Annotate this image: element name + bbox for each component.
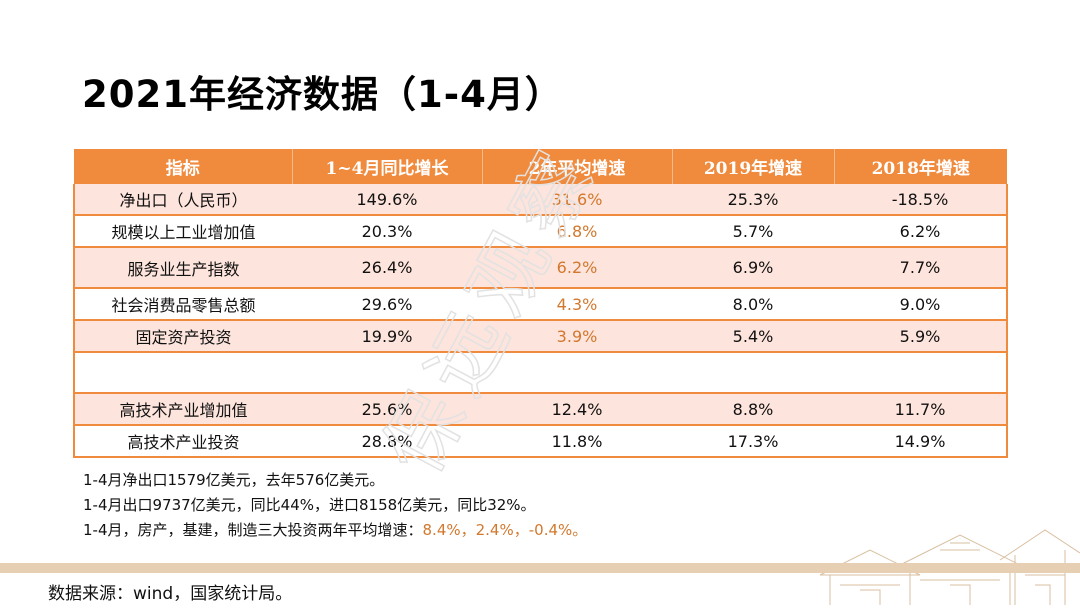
cell-value: -18.5% — [834, 184, 1008, 216]
cell-value: 5.4% — [672, 320, 834, 353]
cell-value: 8.8% — [672, 393, 834, 426]
building-sketch-decoration — [819, 529, 1080, 605]
row-label: 高技术产业投资 — [73, 425, 292, 458]
cell-value: 12.4% — [482, 393, 672, 426]
table-row: 固定资产投资 19.9% 3.9% 5.4% 5.9% — [73, 320, 1008, 353]
row-label — [73, 352, 292, 394]
row-label: 社会消费品零售总额 — [73, 288, 292, 321]
cell-value: 28.8% — [292, 425, 482, 458]
header-indicator: 指标 — [74, 149, 292, 184]
cell-value: 29.6% — [292, 288, 482, 321]
notes-block: 1-4月净出口1579亿美元，去年576亿美元。 1-4月出口9737亿美元，同… — [83, 468, 587, 543]
header-2018: 2018年增速 — [833, 149, 1007, 184]
table-header-row: 指标 1~4月同比增长 2年平均增速 2019年增速 2018年增速 — [74, 149, 1007, 184]
header-2yr-avg: 2年平均增速 — [481, 149, 672, 184]
row-label: 服务业生产指数 — [73, 247, 292, 289]
note-values: 8.4%，2.4%，-0.4%。 — [422, 521, 588, 539]
cell-value — [482, 352, 672, 394]
note-text: 1-4月，房产，基建，制造三大投资两年平均增速： — [83, 521, 423, 539]
cell-value: 19.9% — [292, 320, 482, 353]
cell-value: 20.3% — [292, 215, 482, 248]
cell-value: 3.9% — [482, 320, 672, 353]
cell-value: 9.0% — [834, 288, 1008, 321]
cell-value: 25.3% — [672, 184, 834, 216]
header-2019: 2019年增速 — [671, 149, 834, 184]
table-row: 规模以上工业增加值 20.3% 6.8% 5.7% 6.2% — [73, 215, 1008, 248]
note-line: 1-4月，房产，基建，制造三大投资两年平均增速：8.4%，2.4%，-0.4%。 — [83, 518, 587, 543]
cell-value: 17.3% — [672, 425, 834, 458]
economic-data-table: 指标 1~4月同比增长 2年平均增速 2019年增速 2018年增速 净出口（人… — [73, 149, 1008, 458]
table-row-empty — [73, 352, 1008, 394]
cell-value: 25.6% — [292, 393, 482, 426]
row-label: 高技术产业增加值 — [73, 393, 292, 426]
row-label: 固定资产投资 — [73, 320, 292, 353]
table-row: 高技术产业投资 28.8% 11.8% 17.3% 14.9% — [73, 425, 1008, 458]
cell-value: 6.8% — [482, 215, 672, 248]
table-row: 社会消费品零售总额 29.6% 4.3% 8.0% 9.0% — [73, 288, 1008, 321]
cell-value: 11.8% — [482, 425, 672, 458]
note-line: 1-4月出口9737亿美元，同比44%，进口8158亿美元，同比32%。 — [83, 496, 536, 514]
row-label: 规模以上工业增加值 — [73, 215, 292, 248]
header-jan-apr-yoy: 1~4月同比增长 — [291, 149, 482, 184]
data-source: 数据来源：wind，国家统计局。 — [48, 584, 293, 604]
cell-value: 6.9% — [672, 247, 834, 289]
cell-value: 14.9% — [834, 425, 1008, 458]
cell-value: 5.9% — [834, 320, 1008, 353]
footer-band — [0, 563, 1080, 573]
cell-value — [672, 352, 834, 394]
cell-value: 5.7% — [672, 215, 834, 248]
cell-value — [834, 352, 1008, 394]
cell-value: 4.3% — [482, 288, 672, 321]
table-row: 高技术产业增加值 25.6% 12.4% 8.8% 11.7% — [73, 393, 1008, 426]
cell-value: 8.0% — [672, 288, 834, 321]
cell-value: 6.2% — [834, 215, 1008, 248]
cell-value: 11.7% — [834, 393, 1008, 426]
cell-value: 6.2% — [482, 247, 672, 289]
table-row: 服务业生产指数 26.4% 6.2% 6.9% 7.7% — [73, 247, 1008, 289]
cell-value: 149.6% — [292, 184, 482, 216]
note-line: 1-4月净出口1579亿美元，去年576亿美元。 — [83, 471, 385, 489]
cell-value: 7.7% — [834, 247, 1008, 289]
table-row: 净出口（人民币） 149.6% 31.6% 25.3% -18.5% — [73, 184, 1008, 216]
cell-value — [292, 352, 482, 394]
page-title: 2021年经济数据（1-4月） — [82, 73, 563, 116]
cell-value: 31.6% — [482, 184, 672, 216]
row-label: 净出口（人民币） — [73, 184, 292, 216]
cell-value: 26.4% — [292, 247, 482, 289]
